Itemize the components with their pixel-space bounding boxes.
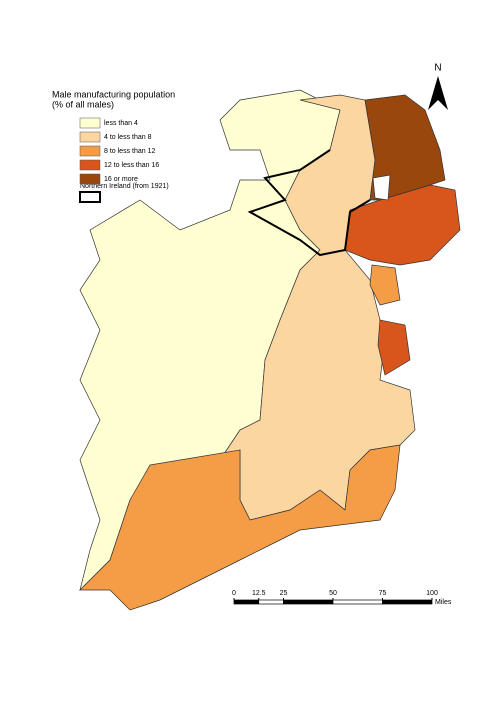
legend-swatch: [79, 131, 101, 143]
legend-subtitle: (% of all males): [52, 99, 114, 109]
scale-label: 0: [232, 590, 236, 597]
legend-label: 4 to less than 8: [104, 134, 152, 141]
legend-title: Male manufacturing population: [52, 89, 175, 99]
scale-segment: [283, 599, 334, 605]
boundary-swatch: [79, 191, 101, 203]
legend-swatch: [79, 117, 101, 129]
boundary-label: Northern Ireland (from 1921): [80, 183, 169, 190]
legend-label: 12 to less than 16: [104, 162, 159, 169]
scale-label: 25: [280, 590, 288, 597]
region: [369, 264, 401, 306]
scale-segment: [233, 599, 260, 605]
legend-label: less than 4: [104, 120, 138, 127]
scale-segment: [332, 599, 383, 605]
scale-label: 100: [426, 590, 438, 597]
scale-segment: [382, 599, 433, 605]
scale-label: 50: [329, 590, 337, 597]
legend-label: 16 or more: [104, 176, 138, 183]
scale-unit: Miles: [435, 599, 452, 606]
scale-bar: 0 12.5 25 50 75 100 Miles: [232, 590, 452, 606]
scale-label: 12.5: [252, 590, 266, 597]
legend-swatch: [79, 145, 101, 157]
map: [79, 89, 461, 611]
scale-label: 75: [379, 590, 387, 597]
region: [79, 444, 401, 611]
region: [364, 94, 446, 201]
arrow: [428, 76, 448, 110]
scale-segment: [258, 599, 284, 605]
lake: [372, 174, 391, 201]
legend-swatch: [79, 159, 101, 171]
region: [377, 319, 411, 376]
ni-boundary: [247, 149, 371, 257]
north-arrow: N: [428, 63, 448, 110]
north-label: N: [434, 63, 441, 74]
legend-label: 8 to less than 12: [104, 148, 155, 155]
legend: Male manufacturing population (% of all …: [52, 89, 175, 203]
legend-swatch: [79, 173, 101, 185]
